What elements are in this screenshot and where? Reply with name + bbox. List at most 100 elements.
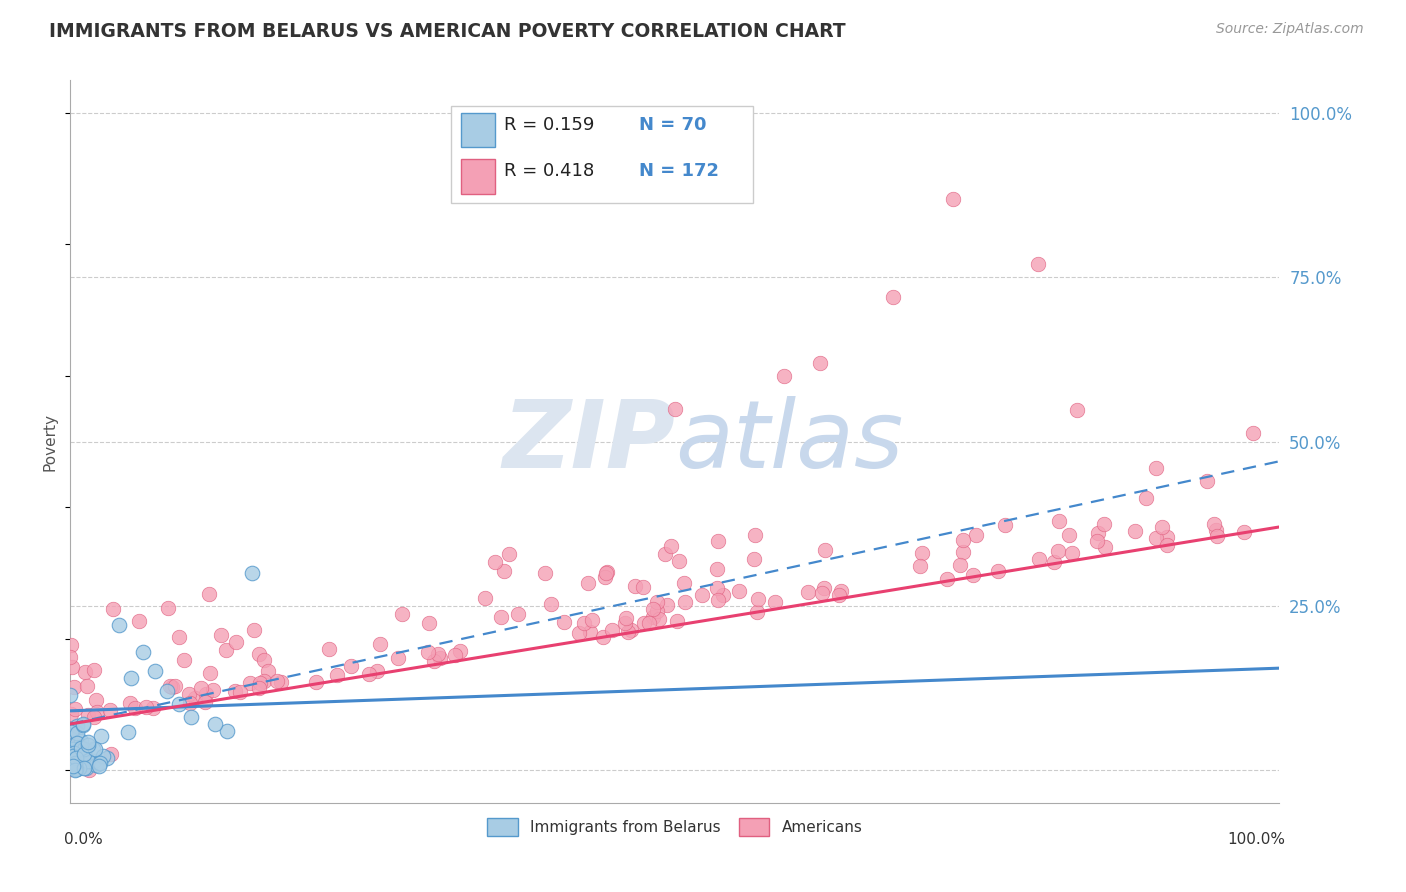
Point <box>83 664 105 678</box>
Point <box>66 755 89 769</box>
Point <box>63 758 86 772</box>
Point <box>62 759 84 773</box>
Point <box>595 566 617 580</box>
Point <box>165 679 187 693</box>
Point <box>128 615 150 629</box>
Point <box>1205 523 1227 537</box>
Point <box>159 680 181 694</box>
Point <box>600 624 623 638</box>
Point <box>143 665 166 679</box>
Point <box>994 517 1017 532</box>
Point <box>641 602 664 616</box>
Point <box>965 528 987 542</box>
Point <box>257 664 280 678</box>
Point <box>77 734 100 748</box>
Point <box>72 717 94 731</box>
Point <box>65 751 87 765</box>
Point <box>89 756 111 770</box>
Point <box>67 761 90 775</box>
Point <box>96 751 118 765</box>
Point <box>73 761 96 775</box>
Point <box>540 597 562 611</box>
Point <box>1042 555 1064 569</box>
Point <box>1087 526 1109 541</box>
Point <box>952 533 974 548</box>
Point <box>596 565 619 579</box>
Point <box>326 667 349 681</box>
Point <box>1144 531 1167 545</box>
Point <box>1156 529 1178 543</box>
Point <box>72 716 94 731</box>
Point <box>91 748 114 763</box>
Point <box>418 645 440 659</box>
Point <box>224 684 246 698</box>
Point <box>648 612 671 626</box>
Point <box>814 543 837 558</box>
Point <box>655 598 678 612</box>
Point <box>209 628 232 642</box>
Point <box>63 747 86 761</box>
Point <box>83 742 105 756</box>
Point <box>1197 475 1219 489</box>
Point <box>1028 552 1050 566</box>
Point <box>567 625 589 640</box>
Point <box>1057 527 1080 541</box>
Point <box>239 676 262 690</box>
Point <box>942 192 965 206</box>
Point <box>184 690 207 705</box>
Point <box>77 739 100 753</box>
Point <box>70 739 93 753</box>
Point <box>574 616 596 631</box>
Point <box>198 665 221 680</box>
Point <box>202 683 225 698</box>
Point <box>637 616 659 631</box>
Point <box>908 558 931 573</box>
Text: Source: ZipAtlas.com: Source: ZipAtlas.com <box>1216 22 1364 37</box>
Point <box>533 566 555 580</box>
Point <box>62 745 84 759</box>
Text: 0.0%: 0.0% <box>65 831 103 847</box>
Point <box>305 674 328 689</box>
Point <box>63 758 86 772</box>
Point <box>69 741 91 756</box>
Point <box>1241 426 1264 441</box>
Point <box>484 554 506 568</box>
Point <box>952 545 974 559</box>
Point <box>713 588 735 602</box>
Point <box>215 643 238 657</box>
Point <box>194 686 217 700</box>
Point <box>62 741 84 756</box>
Point <box>1060 546 1083 560</box>
Point <box>135 699 157 714</box>
Point <box>247 681 270 695</box>
Point <box>66 755 89 769</box>
Point <box>65 762 87 776</box>
Point <box>387 651 409 665</box>
Point <box>65 757 87 772</box>
Point <box>77 755 100 769</box>
Point <box>1026 257 1049 271</box>
Point <box>659 539 682 553</box>
Point <box>266 674 288 689</box>
Point <box>60 660 83 674</box>
Point <box>63 763 86 777</box>
Point <box>494 564 516 578</box>
Point <box>60 752 83 766</box>
Point <box>86 706 108 720</box>
Point <box>66 726 89 740</box>
Point <box>124 701 146 715</box>
Point <box>614 616 637 631</box>
Point <box>418 616 440 631</box>
Point <box>120 696 142 710</box>
Point <box>167 698 190 712</box>
Point <box>63 763 86 777</box>
Point <box>60 762 83 776</box>
Point <box>197 587 219 601</box>
Point <box>796 585 818 599</box>
Point <box>742 552 765 566</box>
Point <box>1204 516 1226 531</box>
Point <box>827 588 849 602</box>
Text: ZIP: ZIP <box>502 395 675 488</box>
FancyBboxPatch shape <box>451 105 754 203</box>
Point <box>72 747 94 761</box>
